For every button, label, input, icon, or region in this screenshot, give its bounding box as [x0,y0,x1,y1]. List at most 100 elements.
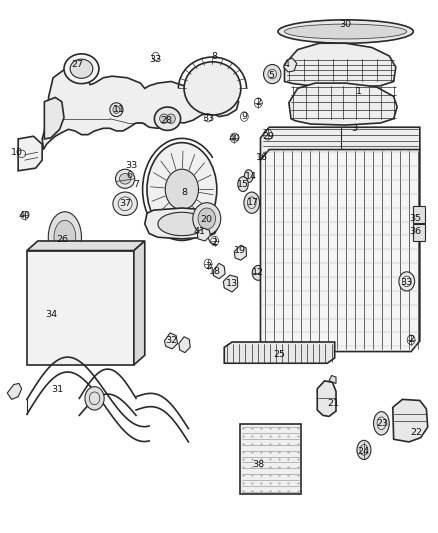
Ellipse shape [85,386,104,410]
Text: 34: 34 [45,310,57,319]
Polygon shape [213,263,225,279]
Text: 33: 33 [126,161,138,170]
Text: 9: 9 [241,112,247,121]
Ellipse shape [120,173,131,184]
Text: 2: 2 [212,238,218,247]
Text: 36: 36 [410,228,421,237]
Ellipse shape [113,192,138,215]
Ellipse shape [70,59,93,78]
Text: 7: 7 [133,180,139,189]
Text: 8: 8 [212,52,218,61]
Ellipse shape [159,114,168,124]
Ellipse shape [54,220,76,254]
Text: 6: 6 [127,171,132,180]
Text: 26: 26 [57,236,69,245]
Text: 16: 16 [256,153,268,162]
Polygon shape [18,136,42,171]
Text: 37: 37 [119,199,131,208]
Text: 14: 14 [244,172,256,181]
Text: 32: 32 [165,336,177,345]
Polygon shape [145,208,219,239]
Text: 35: 35 [410,214,421,223]
Text: 41: 41 [193,228,205,237]
Text: 17: 17 [247,198,259,207]
Bar [413,206,425,223]
Polygon shape [134,241,145,365]
Text: 4: 4 [284,60,290,69]
Polygon shape [285,43,396,88]
Polygon shape [261,150,420,352]
Ellipse shape [252,265,265,280]
Text: 10: 10 [11,148,23,157]
Text: 11: 11 [113,105,124,114]
Polygon shape [393,399,427,442]
Polygon shape [224,342,335,364]
Ellipse shape [244,192,260,213]
Bar [27,251,134,365]
Text: 18: 18 [208,268,221,276]
Text: 2: 2 [408,335,414,344]
Ellipse shape [110,103,123,117]
Bar [413,224,425,241]
Text: 5: 5 [268,70,274,79]
Text: 33: 33 [202,114,214,123]
Ellipse shape [158,212,206,236]
Polygon shape [289,83,397,125]
Polygon shape [42,70,239,150]
Polygon shape [317,381,336,416]
Text: 28: 28 [161,116,173,125]
Polygon shape [329,375,336,383]
Text: 38: 38 [252,460,265,469]
Text: 3: 3 [351,124,357,133]
Text: 20: 20 [200,215,212,224]
Ellipse shape [198,208,215,229]
Ellipse shape [116,169,135,188]
Text: 1: 1 [356,86,362,95]
Text: 2: 2 [255,98,261,107]
Ellipse shape [193,203,221,235]
Polygon shape [44,98,64,139]
Polygon shape [179,337,190,353]
Ellipse shape [238,176,248,191]
Ellipse shape [399,272,415,291]
Polygon shape [261,127,420,160]
Text: 40: 40 [228,134,240,143]
Ellipse shape [113,106,120,114]
Ellipse shape [264,64,281,84]
Polygon shape [164,333,177,349]
Ellipse shape [147,143,217,236]
Text: 15: 15 [237,180,249,189]
Text: 33: 33 [401,278,413,287]
Polygon shape [223,275,238,292]
Ellipse shape [278,20,413,43]
Text: 40: 40 [19,212,31,221]
Ellipse shape [244,169,253,182]
Text: 13: 13 [226,279,238,288]
Text: 33: 33 [149,55,162,63]
Ellipse shape [48,212,81,263]
Text: 27: 27 [71,60,83,69]
Text: 25: 25 [273,350,285,359]
Text: 23: 23 [377,419,389,428]
Text: 21: 21 [327,399,339,408]
Text: 22: 22 [410,428,422,437]
Ellipse shape [154,107,180,131]
Polygon shape [197,228,210,241]
Ellipse shape [374,411,389,435]
Polygon shape [7,383,21,399]
Text: 24: 24 [357,447,369,456]
Text: 12: 12 [252,269,264,277]
Ellipse shape [166,114,175,124]
Text: 31: 31 [51,385,64,394]
Ellipse shape [165,169,198,209]
Text: 19: 19 [234,246,246,255]
Text: 2: 2 [205,262,211,271]
Polygon shape [284,58,297,72]
Ellipse shape [184,62,241,115]
Ellipse shape [285,24,407,39]
Ellipse shape [64,54,99,84]
Bar [240,424,301,494]
Polygon shape [234,245,247,260]
Ellipse shape [357,440,371,459]
Text: 29: 29 [262,132,274,141]
